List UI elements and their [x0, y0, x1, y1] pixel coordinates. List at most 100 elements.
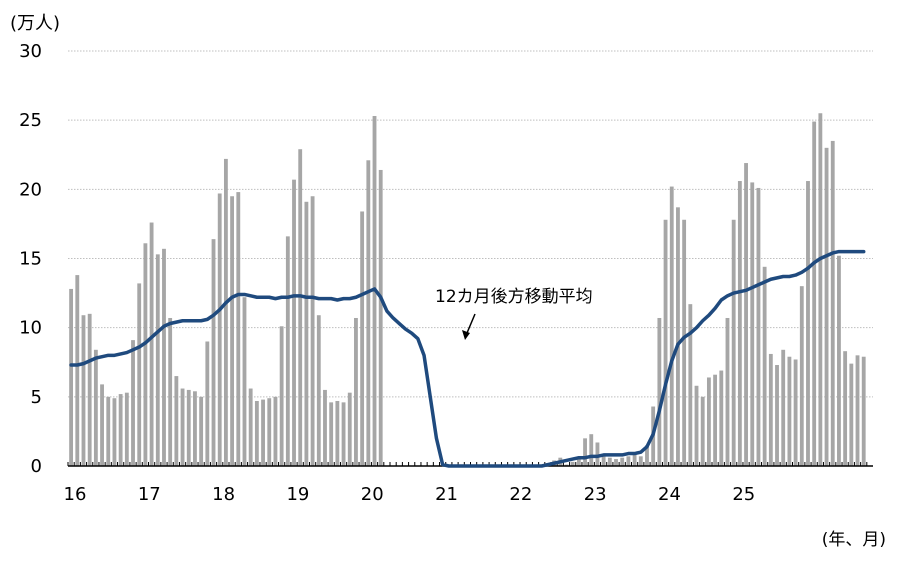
moving-average-series [69, 249, 866, 468]
bar [793, 359, 798, 466]
bar [279, 326, 284, 466]
y-tick-label: 10 [19, 318, 42, 339]
bar [199, 396, 204, 466]
bar [576, 459, 581, 466]
bar [124, 392, 129, 466]
x-tick-label: 25 [732, 484, 755, 505]
annotation-arrow [462, 313, 476, 340]
bar [174, 376, 179, 466]
bar [81, 315, 86, 466]
bar [236, 192, 241, 466]
bar [310, 196, 315, 466]
bar [112, 398, 117, 466]
bar [304, 201, 309, 467]
bar [93, 349, 98, 466]
bar [824, 147, 829, 467]
bar [149, 222, 154, 466]
bar [347, 392, 352, 466]
bar [744, 163, 748, 467]
bar [719, 370, 724, 466]
bar [645, 445, 649, 466]
bar [205, 341, 210, 466]
bar [663, 219, 668, 466]
y-tick-label: 20 [19, 179, 42, 200]
moving-average-line [69, 249, 866, 468]
bar [106, 396, 111, 466]
bar [248, 388, 253, 466]
bar [768, 353, 773, 466]
moving-average-annotation: 12カ月後方移動平均 [435, 287, 593, 307]
bar [830, 140, 835, 466]
bar [155, 254, 160, 466]
bar [837, 255, 841, 466]
x-tick-label: 19 [286, 484, 309, 505]
bar [143, 243, 148, 466]
x-tick-label: 21 [435, 484, 458, 505]
bar [131, 340, 135, 466]
bar [601, 454, 606, 466]
bar [583, 438, 587, 466]
bar [162, 248, 166, 466]
bar [706, 377, 711, 466]
bar [285, 236, 290, 466]
bar [254, 400, 259, 466]
bar [843, 351, 848, 466]
bar [100, 384, 104, 466]
bar [193, 391, 197, 466]
bar [261, 399, 265, 466]
bar [230, 196, 235, 466]
y-tick-label: 25 [19, 110, 42, 131]
bar [137, 283, 142, 466]
y-axis-label: (万人) [10, 13, 60, 34]
x-tick-label: 20 [361, 484, 384, 505]
y-tick-label: 5 [31, 387, 42, 408]
bar [750, 182, 755, 466]
bar [292, 179, 296, 466]
bars-series [69, 113, 866, 467]
bar [620, 457, 625, 466]
bar [223, 158, 228, 466]
bar [335, 400, 340, 466]
bar [737, 181, 742, 467]
bar [329, 402, 334, 466]
x-tick-label: 16 [64, 484, 87, 505]
bar [682, 219, 687, 466]
bar [713, 374, 718, 466]
bar [657, 317, 662, 466]
bar [378, 169, 383, 466]
y-tick-label: 0 [31, 456, 42, 477]
bar [855, 355, 860, 466]
bar [354, 317, 358, 466]
bar [595, 442, 600, 466]
bar [638, 456, 643, 466]
bar [273, 396, 278, 466]
bar [211, 239, 216, 466]
bar [632, 454, 637, 466]
grid [68, 50, 873, 398]
bar [323, 389, 327, 466]
bar [812, 121, 817, 467]
bar [626, 456, 631, 466]
bar [614, 459, 618, 466]
bar [775, 365, 779, 466]
bar [570, 461, 575, 466]
bar [298, 149, 303, 466]
bar [118, 394, 123, 466]
bar [75, 275, 80, 466]
bar [607, 457, 612, 466]
x-axis-label: (年、月) [822, 530, 886, 550]
bar [688, 304, 693, 466]
bar [762, 266, 767, 466]
bar [316, 315, 321, 466]
bar [267, 398, 272, 466]
y-tick-label: 30 [19, 41, 42, 62]
bar [799, 286, 804, 466]
bar [669, 186, 674, 467]
bar [589, 434, 594, 466]
bar [818, 113, 823, 466]
x-tick-label: 22 [509, 484, 532, 505]
bar [781, 349, 786, 466]
bar [700, 396, 705, 466]
bar [168, 317, 173, 466]
